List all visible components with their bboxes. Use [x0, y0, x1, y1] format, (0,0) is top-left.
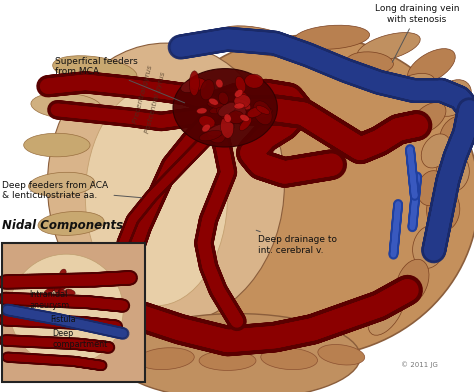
Text: Precentral gyrus: Precentral gyrus	[132, 65, 153, 125]
Ellipse shape	[39, 278, 49, 284]
Ellipse shape	[258, 108, 272, 118]
Ellipse shape	[217, 107, 241, 123]
Text: Fistula: Fistula	[50, 315, 75, 324]
Ellipse shape	[256, 105, 270, 114]
Ellipse shape	[390, 73, 435, 99]
Ellipse shape	[417, 171, 446, 206]
Ellipse shape	[137, 348, 194, 370]
Ellipse shape	[60, 282, 70, 288]
Ellipse shape	[220, 116, 234, 138]
Text: Deep drainage to
int. cerebral v.: Deep drainage to int. cerebral v.	[256, 230, 337, 255]
Text: Postcentral gyrus: Postcentral gyrus	[145, 71, 167, 134]
Ellipse shape	[412, 225, 446, 269]
Ellipse shape	[434, 80, 471, 116]
Ellipse shape	[207, 102, 228, 109]
Ellipse shape	[208, 123, 235, 136]
Ellipse shape	[253, 101, 272, 125]
Ellipse shape	[189, 78, 206, 90]
Ellipse shape	[238, 91, 250, 105]
Ellipse shape	[396, 259, 429, 305]
Ellipse shape	[228, 111, 244, 124]
Ellipse shape	[219, 92, 228, 104]
Ellipse shape	[427, 188, 460, 231]
FancyBboxPatch shape	[2, 243, 145, 382]
Ellipse shape	[231, 103, 246, 115]
Ellipse shape	[216, 79, 223, 88]
Ellipse shape	[294, 25, 370, 49]
Ellipse shape	[218, 103, 237, 116]
Ellipse shape	[47, 43, 284, 325]
Ellipse shape	[219, 26, 302, 56]
Ellipse shape	[85, 86, 228, 306]
Ellipse shape	[240, 114, 249, 122]
Ellipse shape	[318, 345, 365, 365]
Ellipse shape	[346, 52, 393, 74]
Ellipse shape	[201, 80, 214, 100]
Ellipse shape	[137, 35, 474, 357]
Text: Nidal Components: Nidal Components	[2, 219, 124, 232]
Ellipse shape	[436, 153, 469, 192]
Ellipse shape	[199, 131, 222, 141]
Ellipse shape	[53, 281, 59, 289]
Ellipse shape	[412, 102, 446, 133]
Ellipse shape	[226, 102, 240, 113]
Ellipse shape	[228, 106, 246, 120]
Ellipse shape	[65, 289, 75, 295]
Ellipse shape	[9, 254, 123, 365]
Ellipse shape	[210, 105, 232, 114]
Ellipse shape	[261, 348, 318, 370]
Ellipse shape	[114, 314, 360, 392]
Ellipse shape	[202, 124, 210, 132]
Ellipse shape	[209, 98, 218, 105]
Text: Long draining vein
with stenosis: Long draining vein with stenosis	[375, 4, 459, 62]
Ellipse shape	[234, 94, 251, 108]
Ellipse shape	[59, 289, 67, 296]
Ellipse shape	[233, 99, 251, 110]
Ellipse shape	[53, 56, 137, 85]
Ellipse shape	[48, 278, 55, 286]
Ellipse shape	[408, 49, 455, 85]
Ellipse shape	[45, 293, 53, 301]
Ellipse shape	[244, 109, 259, 120]
Ellipse shape	[173, 69, 277, 147]
Ellipse shape	[206, 125, 226, 143]
Ellipse shape	[235, 89, 243, 97]
Text: Deep feeders from ACA
& lenticulostriate aa.: Deep feeders from ACA & lenticulostriate…	[2, 181, 142, 200]
Ellipse shape	[245, 74, 263, 88]
Text: Superfical feeders
from MCA: Superfical feeders from MCA	[55, 57, 185, 103]
Ellipse shape	[50, 247, 121, 270]
Ellipse shape	[440, 116, 474, 154]
Ellipse shape	[44, 289, 54, 295]
Ellipse shape	[216, 104, 229, 114]
Ellipse shape	[189, 71, 200, 96]
Ellipse shape	[247, 107, 263, 118]
Ellipse shape	[55, 285, 65, 290]
Ellipse shape	[63, 276, 71, 283]
Ellipse shape	[421, 134, 451, 168]
Ellipse shape	[199, 351, 256, 370]
Ellipse shape	[31, 282, 41, 287]
Ellipse shape	[197, 108, 207, 114]
FancyBboxPatch shape	[2, 243, 145, 382]
Text: Intranidal
aneurysm: Intranidal aneurysm	[29, 290, 70, 310]
Ellipse shape	[357, 33, 420, 62]
Ellipse shape	[368, 288, 405, 335]
Ellipse shape	[47, 285, 58, 291]
Ellipse shape	[51, 298, 57, 307]
Ellipse shape	[28, 172, 95, 196]
Ellipse shape	[199, 116, 215, 128]
Ellipse shape	[234, 103, 244, 109]
Ellipse shape	[236, 76, 246, 93]
Text: © 2011 JG: © 2011 JG	[401, 361, 438, 368]
Ellipse shape	[224, 114, 231, 123]
Ellipse shape	[31, 93, 102, 119]
Ellipse shape	[38, 211, 104, 236]
Ellipse shape	[24, 133, 90, 157]
Text: Deep
compartment: Deep compartment	[52, 329, 108, 349]
Ellipse shape	[239, 118, 252, 131]
Ellipse shape	[181, 78, 204, 93]
Ellipse shape	[60, 269, 66, 278]
Ellipse shape	[54, 286, 61, 294]
